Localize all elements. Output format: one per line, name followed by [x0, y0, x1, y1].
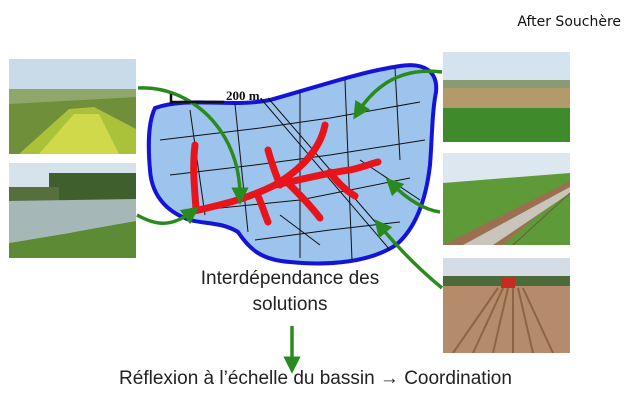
arrows	[136, 69, 444, 374]
caption-line-1: Interdépendance des	[200, 268, 380, 289]
photo-grass-strip	[9, 59, 136, 154]
arrow-wheat-field	[353, 69, 443, 120]
caption-line-2: solutions	[252, 294, 328, 315]
waterways	[186, 121, 382, 226]
photo-ploughed-field	[443, 258, 570, 353]
scale-label: 200 m.	[226, 88, 263, 103]
arrow-flooded-field	[136, 206, 200, 225]
caption: Interdépendance des solutions	[160, 266, 420, 318]
scale-bar	[169, 94, 224, 104]
arrow-grass-strip	[137, 86, 249, 205]
photo-wheat-field	[443, 52, 570, 142]
conclusion-text: Réflexion à l’échelle du bassin → Coordi…	[119, 368, 512, 389]
credit-text: After Souchère	[517, 14, 621, 30]
photo-flooded-field	[9, 163, 136, 258]
photo-fenced-furrows	[443, 153, 570, 245]
arrow-fenced-furrows	[385, 177, 441, 214]
arrow-ploughed-field	[374, 219, 444, 290]
